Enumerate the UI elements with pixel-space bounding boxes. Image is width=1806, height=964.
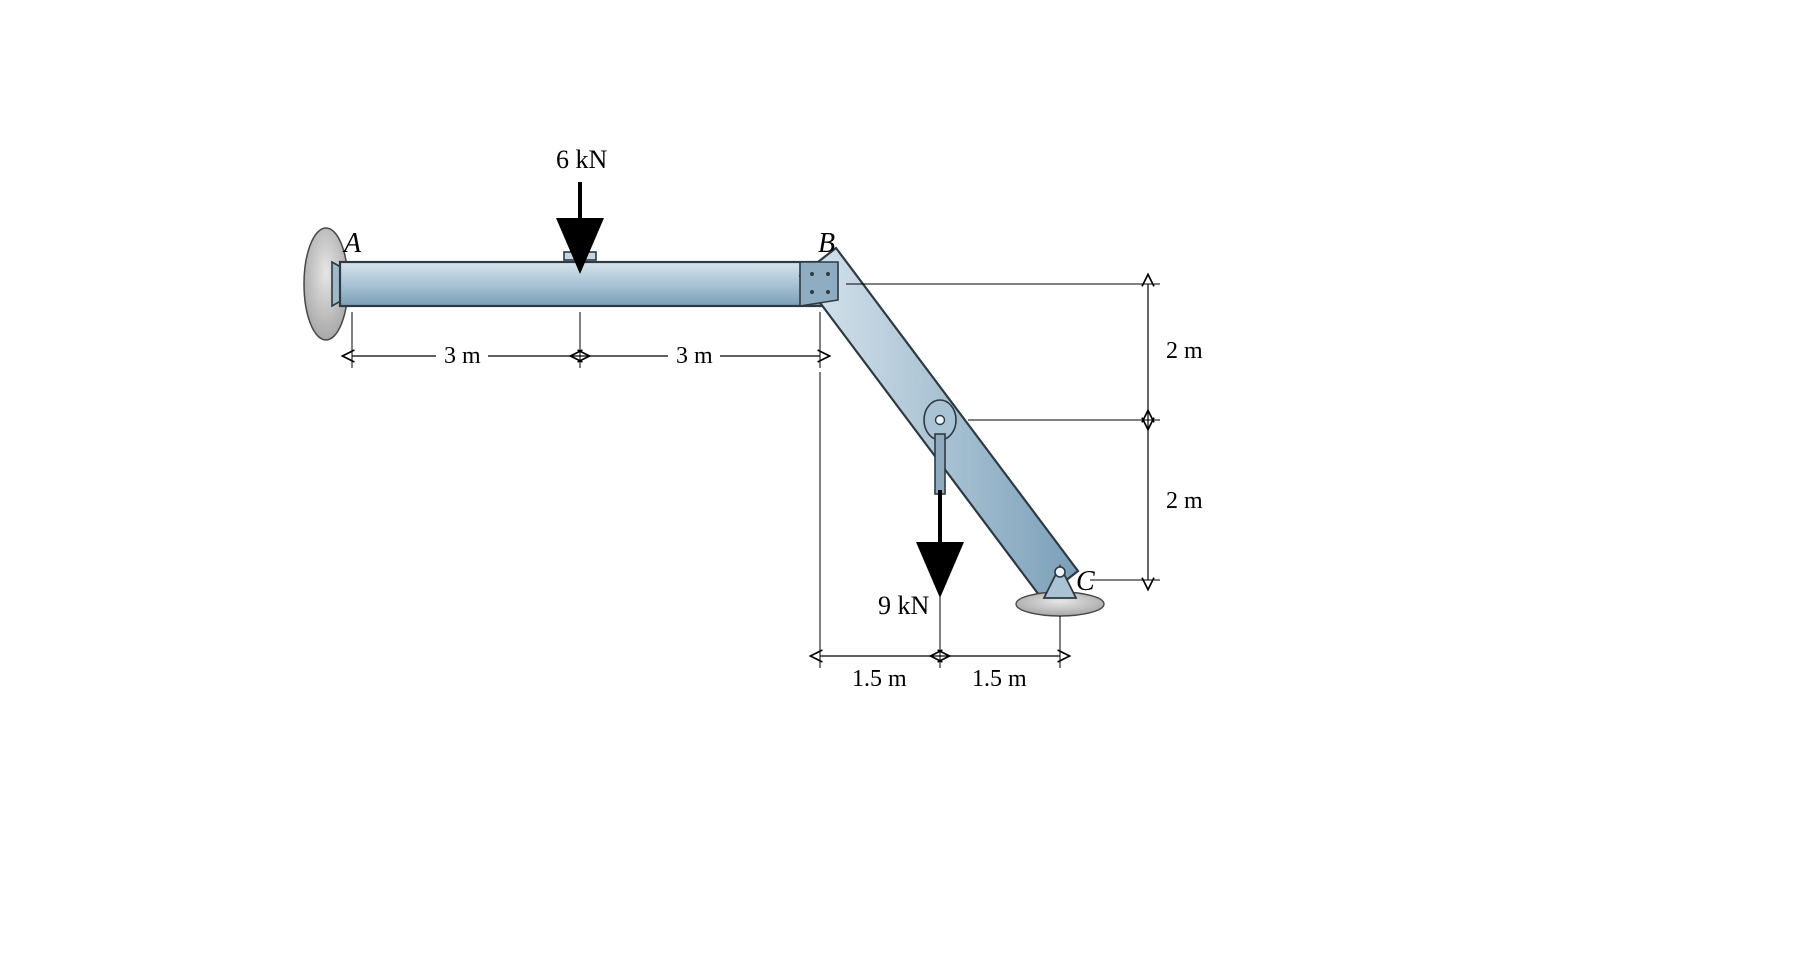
point-B-label: B	[818, 228, 835, 259]
point-C-label: C	[1076, 566, 1095, 597]
dim-horizontal-upper: 3 m 3 m	[352, 312, 820, 369]
mechanics-diagram: 6 kN 9 kN A B C 3 m 3 m 2 m 2 m 1.5 m	[0, 0, 1806, 964]
dim-2m-upper: 2 m	[1166, 338, 1203, 364]
force-6kN-label: 6 kN	[556, 145, 608, 174]
dim-1.5m-left: 1.5 m	[852, 666, 907, 692]
beam-AB	[340, 262, 834, 306]
force-6kN: 6 kN	[556, 145, 608, 246]
force-9kN: 9 kN	[878, 490, 940, 620]
force-9kN-label: 9 kN	[878, 591, 930, 620]
dim-2m-lower: 2 m	[1166, 488, 1203, 514]
dim-3m-left: 3 m	[444, 343, 481, 369]
point-A-label: A	[342, 228, 362, 259]
dim-1.5m-right: 1.5 m	[972, 666, 1027, 692]
dim-3m-right: 3 m	[676, 343, 713, 369]
load-plate-top	[564, 252, 596, 260]
